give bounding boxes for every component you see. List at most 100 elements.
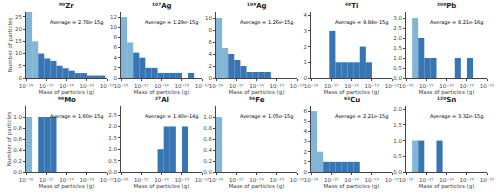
svg-text:0: 0 [18, 75, 22, 81]
svg-text:10⁻¹⁵: 10⁻¹⁵ [39, 177, 53, 183]
svg-text:Mass of particles (g): Mass of particles (g) [419, 89, 475, 96]
svg-text:6: 6 [113, 44, 117, 50]
svg-text:10⁻¹⁶: 10⁻¹⁶ [399, 177, 414, 183]
svg-text:Average = 3.32e-15g: Average = 3.32e-15g [430, 113, 483, 120]
svg-text:10⁻¹⁴: 10⁻¹⁴ [59, 177, 74, 183]
svg-text:2: 2 [208, 63, 212, 69]
svg-text:10⁻¹⁴: 10⁻¹⁴ [154, 83, 169, 89]
svg-text:20: 20 [15, 26, 22, 32]
svg-text:10⁻¹⁴: 10⁻¹⁴ [154, 177, 169, 183]
svg-text:0.4: 0.4 [13, 147, 22, 153]
svg-text:10⁻¹⁶: 10⁻¹⁶ [209, 177, 224, 183]
svg-text:10⁻¹²: 10⁻¹² [385, 83, 399, 89]
svg-text:10⁻¹⁴: 10⁻¹⁴ [344, 83, 359, 89]
svg-text:⁵⁶Fe: ⁵⁶Fe [249, 96, 265, 104]
svg-text:¹⁰⁹Ag: ¹⁰⁹Ag [247, 2, 267, 10]
svg-text:10⁻¹⁵: 10⁻¹⁵ [324, 177, 338, 183]
svg-text:6: 6 [208, 39, 212, 45]
svg-text:Average = 2.21e-15g: Average = 2.21e-15g [335, 113, 388, 120]
svg-text:⁹⁰Zr: ⁹⁰Zr [59, 2, 74, 10]
svg-text:Number of particles: Number of particles [7, 18, 14, 73]
svg-text:10⁻¹⁶: 10⁻¹⁶ [114, 177, 129, 183]
svg-text:10⁻¹²: 10⁻¹² [480, 83, 494, 89]
svg-text:10⁻¹³: 10⁻¹³ [460, 83, 474, 89]
svg-text:10: 10 [205, 15, 212, 21]
svg-text:10⁻¹³: 10⁻¹³ [80, 83, 94, 89]
svg-text:1.0: 1.0 [203, 114, 212, 120]
svg-text:10⁻¹⁶: 10⁻¹⁶ [19, 83, 34, 89]
svg-text:6: 6 [303, 108, 307, 114]
svg-text:2.5: 2.5 [393, 25, 402, 31]
svg-text:0.2: 0.2 [13, 158, 22, 164]
svg-text:10⁻¹⁵: 10⁻¹⁵ [419, 83, 433, 89]
svg-text:0: 0 [113, 75, 117, 81]
svg-text:Average = 1.60e-15g: Average = 1.60e-15g [50, 113, 103, 120]
svg-text:12: 12 [110, 14, 117, 20]
svg-text:0.0: 0.0 [108, 169, 117, 175]
svg-text:1.0: 1.0 [393, 55, 402, 61]
svg-text:10: 10 [15, 50, 22, 56]
svg-text:Average = 1.40e-14g: Average = 1.40e-14g [145, 113, 198, 120]
svg-text:10⁻¹²: 10⁻¹² [385, 177, 399, 183]
svg-text:Mass of particles (g): Mass of particles (g) [39, 183, 95, 190]
svg-text:Mass of particles (g): Mass of particles (g) [229, 89, 285, 96]
svg-text:²⁷Al: ²⁷Al [155, 96, 169, 104]
svg-text:10⁻¹²: 10⁻¹² [290, 83, 304, 89]
svg-text:1.0: 1.0 [108, 146, 117, 152]
svg-text:10⁻¹⁵: 10⁻¹⁵ [324, 83, 338, 89]
svg-text:10⁻¹⁵: 10⁻¹⁵ [134, 83, 148, 89]
svg-text:2.0: 2.0 [393, 35, 402, 41]
svg-text:0.5: 0.5 [393, 65, 402, 71]
svg-text:4: 4 [113, 55, 117, 61]
svg-text:10⁻¹⁵: 10⁻¹⁵ [229, 83, 243, 89]
svg-text:4: 4 [208, 51, 212, 57]
svg-text:10⁻¹³: 10⁻¹³ [270, 83, 284, 89]
svg-text:Mass of particles (g): Mass of particles (g) [324, 89, 380, 96]
svg-text:¹²⁰Sn: ¹²⁰Sn [437, 96, 456, 104]
svg-text:5: 5 [303, 118, 307, 124]
svg-text:0.0: 0.0 [393, 169, 402, 175]
svg-text:10⁻¹²: 10⁻¹² [480, 177, 494, 183]
svg-text:Mass of particles (g): Mass of particles (g) [419, 183, 475, 190]
svg-text:5: 5 [18, 63, 22, 69]
svg-text:0: 0 [208, 75, 212, 81]
svg-text:10⁻¹⁴: 10⁻¹⁴ [249, 83, 264, 89]
svg-text:Average = 1.26e-15g: Average = 1.26e-15g [240, 19, 293, 26]
svg-text:4: 4 [303, 128, 307, 134]
svg-text:10⁻¹⁴: 10⁻¹⁴ [439, 83, 454, 89]
svg-text:10⁻¹⁶: 10⁻¹⁶ [399, 83, 414, 89]
svg-text:0.8: 0.8 [203, 125, 212, 131]
svg-text:15: 15 [15, 38, 22, 44]
svg-text:0.0: 0.0 [393, 75, 402, 81]
svg-text:⁴⁸Ti: ⁴⁸Ti [345, 2, 358, 10]
svg-text:10⁻¹³: 10⁻¹³ [175, 83, 189, 89]
svg-text:1.5: 1.5 [108, 135, 117, 141]
svg-text:2.5: 2.5 [108, 112, 117, 118]
svg-text:10⁻¹³: 10⁻¹³ [80, 177, 94, 183]
svg-text:10: 10 [110, 24, 117, 30]
svg-text:10⁻¹³: 10⁻¹³ [460, 177, 474, 183]
svg-text:1.0: 1.0 [13, 114, 22, 120]
svg-text:10⁻¹³: 10⁻¹³ [365, 177, 379, 183]
svg-text:10⁻¹⁵: 10⁻¹⁵ [229, 177, 243, 183]
svg-text:0.5: 0.5 [108, 158, 117, 164]
svg-text:10⁻¹⁴: 10⁻¹⁴ [249, 177, 264, 183]
svg-text:25: 25 [15, 14, 22, 20]
svg-text:0: 0 [303, 75, 307, 81]
svg-text:¹⁰⁷Ag: ¹⁰⁷Ag [152, 2, 172, 10]
svg-text:Number of particles: Number of particles [6, 112, 13, 167]
svg-text:3.0: 3.0 [393, 15, 402, 21]
svg-text:10⁻¹³: 10⁻¹³ [175, 177, 189, 183]
svg-text:10⁻¹⁴: 10⁻¹⁴ [344, 177, 359, 183]
svg-text:Average = 2.78e-15g: Average = 2.78e-15g [50, 19, 103, 26]
svg-text:0.8: 0.8 [13, 125, 22, 131]
svg-text:0.6: 0.6 [13, 136, 22, 142]
svg-text:Average = 8.21e-16g: Average = 8.21e-16g [430, 19, 483, 26]
svg-text:2: 2 [303, 43, 307, 49]
svg-text:⁹⁸Mo: ⁹⁸Mo [58, 96, 76, 104]
svg-text:2: 2 [303, 149, 307, 155]
svg-text:0.2: 0.2 [203, 158, 212, 164]
svg-text:0.5: 0.5 [393, 153, 402, 159]
svg-text:10⁻¹⁶: 10⁻¹⁶ [304, 83, 319, 89]
svg-text:10⁻¹³: 10⁻¹³ [365, 83, 379, 89]
